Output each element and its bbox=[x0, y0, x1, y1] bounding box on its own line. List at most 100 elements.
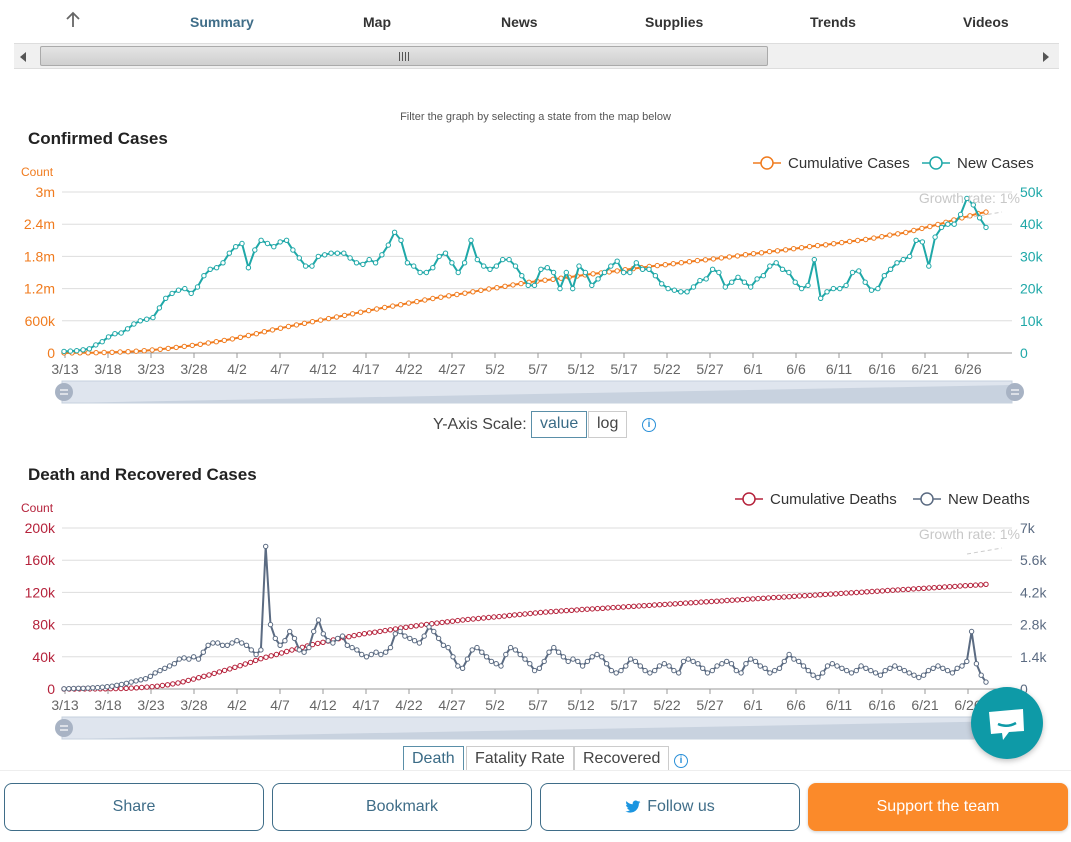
cumulative-point bbox=[636, 603, 642, 609]
range-handle-right[interactable] bbox=[1006, 383, 1024, 401]
new-point bbox=[503, 651, 509, 658]
scrollbar-thumb[interactable] bbox=[40, 46, 768, 66]
scroll-right-icon[interactable] bbox=[1043, 52, 1049, 62]
new-point bbox=[387, 644, 394, 651]
cumulative-point bbox=[848, 590, 854, 596]
new-point bbox=[843, 282, 849, 289]
new-point bbox=[430, 265, 436, 271]
cumulative-point bbox=[941, 584, 948, 590]
scale-log-button[interactable]: log bbox=[588, 411, 628, 438]
range-handle-left[interactable] bbox=[55, 719, 73, 737]
new-point bbox=[881, 273, 887, 279]
tab-recovered[interactable]: Recovered bbox=[574, 746, 670, 773]
legend-new[interactable]: New Deaths bbox=[913, 491, 1030, 508]
cumulative-point bbox=[605, 605, 611, 611]
new-point bbox=[442, 250, 449, 256]
x-tick-label: 6/6 bbox=[786, 697, 806, 713]
right-tick-label: 0 bbox=[1020, 345, 1028, 361]
legend-cumulative[interactable]: Cumulative Deaths bbox=[735, 491, 897, 508]
left-tick-label: 40k bbox=[32, 649, 56, 665]
x-tick-label: 4/7 bbox=[270, 697, 290, 713]
cumulative-point bbox=[201, 673, 207, 680]
cumulative-point bbox=[418, 622, 425, 628]
arrow-up-icon[interactable] bbox=[62, 9, 84, 31]
confirmed-chart[interactable]: 3m 50k 2.4m 40k 1.8m 30k 1.2m 20k 600k 10k 0 0 Count… bbox=[0, 150, 1071, 410]
cumulative-point bbox=[317, 317, 324, 323]
new-point bbox=[894, 260, 900, 266]
cumulative-point bbox=[444, 619, 450, 625]
left-tick-label: 1.8m bbox=[24, 248, 55, 264]
tab-death[interactable]: Death bbox=[403, 746, 464, 773]
right-tick-label: 30k bbox=[1020, 248, 1044, 264]
legend-new-label: New Deaths bbox=[948, 491, 1030, 508]
follow-us-button[interactable]: Follow us bbox=[540, 783, 800, 831]
right-tick-label: 10k bbox=[1020, 313, 1044, 329]
legend-cumulative[interactable]: Cumulative Cases bbox=[753, 155, 910, 172]
range-handle-knob bbox=[55, 719, 73, 737]
new-point bbox=[360, 261, 366, 268]
nav-map[interactable]: Map bbox=[363, 14, 391, 30]
deaths-chart[interactable]: 200k 7k 160k 5.6k 120k 4.2k 80k 2.8k 40k 1.4k 0 0 Co… bbox=[0, 486, 1071, 744]
nav-videos[interactable]: Videos bbox=[963, 14, 1009, 30]
scroll-left-icon[interactable] bbox=[20, 52, 26, 62]
chat-bubble-button[interactable] bbox=[971, 687, 1043, 759]
cumulative-point bbox=[698, 599, 704, 605]
cumulative-point bbox=[719, 598, 725, 604]
cumulative-point bbox=[734, 597, 741, 603]
nav-trends[interactable]: Trends bbox=[810, 14, 856, 30]
new-point bbox=[863, 665, 869, 672]
new-point bbox=[714, 663, 720, 669]
cumulative-point bbox=[382, 304, 388, 311]
bookmark-button[interactable]: Bookmark bbox=[272, 783, 532, 831]
new-point bbox=[522, 656, 528, 662]
nav-summary[interactable]: Summary bbox=[190, 14, 254, 30]
cumulative-point bbox=[455, 617, 461, 624]
range-slider-preview bbox=[62, 721, 1012, 739]
info-icon[interactable]: i bbox=[674, 754, 688, 768]
x-tick-label: 4/22 bbox=[395, 697, 422, 713]
new-point bbox=[767, 263, 773, 269]
cumulative-point bbox=[527, 610, 533, 617]
scale-value-button[interactable]: value bbox=[531, 411, 588, 438]
new-point bbox=[798, 285, 805, 292]
cumulative-point bbox=[718, 255, 725, 261]
support-team-button[interactable]: Support the team bbox=[808, 783, 1068, 831]
share-button[interactable]: Share bbox=[4, 783, 264, 831]
new-point bbox=[234, 638, 240, 644]
cumulative-point bbox=[662, 601, 668, 608]
x-tick-label: 3/18 bbox=[94, 697, 121, 713]
range-handle-left[interactable] bbox=[55, 383, 73, 401]
nav-news[interactable]: News bbox=[501, 14, 538, 30]
new-point bbox=[949, 670, 956, 676]
info-icon[interactable]: i bbox=[642, 418, 656, 432]
legend-new[interactable]: New Cases bbox=[922, 155, 1034, 172]
new-point bbox=[404, 260, 411, 266]
new-point bbox=[339, 633, 346, 639]
cumulative-point bbox=[672, 601, 678, 607]
new-point bbox=[205, 642, 211, 649]
nav-supplies[interactable]: Supplies bbox=[645, 14, 704, 30]
cumulative-point bbox=[742, 252, 749, 258]
x-tick-label: 3/28 bbox=[180, 361, 207, 377]
cumulative-point bbox=[708, 598, 715, 605]
cumulative-point bbox=[382, 627, 388, 634]
cumulative-point bbox=[408, 623, 414, 630]
cumulative-point bbox=[890, 587, 896, 593]
new-point bbox=[646, 266, 652, 273]
new-point bbox=[373, 649, 379, 655]
cumulative-point bbox=[983, 581, 989, 588]
new-point bbox=[913, 237, 919, 244]
new-point bbox=[557, 285, 563, 292]
cumulative-point bbox=[205, 340, 212, 346]
tab-fatality-rate[interactable]: Fatality Rate bbox=[466, 746, 574, 773]
new-point bbox=[959, 663, 965, 669]
cumulative-point bbox=[574, 607, 580, 613]
cumulative-point bbox=[579, 606, 585, 613]
new-point bbox=[639, 266, 646, 273]
horizontal-scrollbar[interactable] bbox=[14, 43, 1059, 69]
new-point bbox=[469, 647, 475, 653]
new-point bbox=[652, 273, 659, 279]
new-point bbox=[210, 640, 216, 646]
new-point bbox=[330, 640, 336, 646]
new-point bbox=[315, 617, 322, 623]
